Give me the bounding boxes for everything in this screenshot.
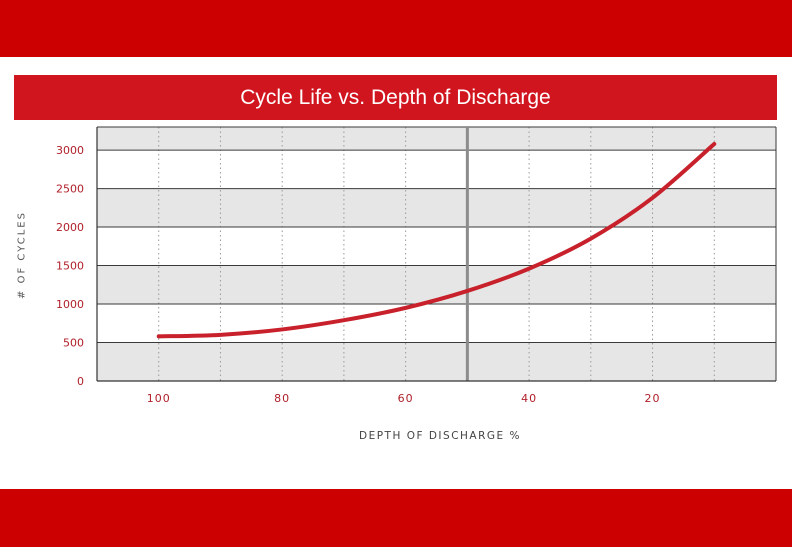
y-axis-label: # OF CYCLES xyxy=(16,211,28,299)
x-tick-label: 100 xyxy=(147,392,171,405)
grid-band xyxy=(97,150,776,189)
y-tick-label: 2500 xyxy=(56,183,84,196)
y-tick-label: 1500 xyxy=(56,260,84,273)
y-tick-label: 2000 xyxy=(56,221,84,234)
grid-band xyxy=(97,265,776,305)
x-tick-label: 40 xyxy=(521,392,537,405)
chart-plot: 0 500 1000 1500 2000 2500 3000 100 80 60 40 20 xyxy=(56,126,777,405)
y-tick-label: 500 xyxy=(63,337,84,350)
grid-band xyxy=(97,342,776,381)
x-tick-label: 20 xyxy=(645,392,661,405)
grid-band xyxy=(97,188,776,228)
y-tick-label: 0 xyxy=(77,375,84,388)
y-tick-label: 1000 xyxy=(56,298,84,311)
cycle-life-curve xyxy=(156,141,717,339)
bottom-banner xyxy=(0,489,792,547)
top-banner xyxy=(0,0,792,57)
x-tick-label: 80 xyxy=(274,392,290,405)
grid-band xyxy=(97,227,776,266)
y-tick-label: 3000 xyxy=(56,144,84,157)
chart-title: Cycle Life vs. Depth of Discharge xyxy=(14,75,777,120)
grid-band xyxy=(97,127,776,151)
x-axis-label: DEPTH OF DISCHARGE % xyxy=(359,430,521,442)
x-tick-label: 60 xyxy=(398,392,414,405)
